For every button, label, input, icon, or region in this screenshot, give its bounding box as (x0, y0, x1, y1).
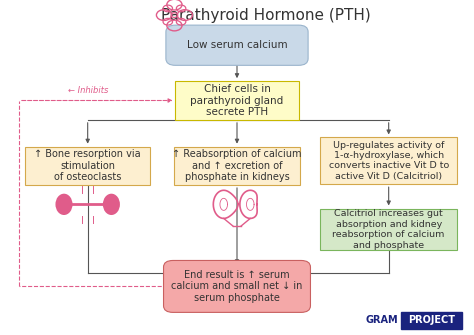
Text: GRAM: GRAM (365, 315, 398, 325)
Text: Chief cells in
parathyroid gland
secrete PTH: Chief cells in parathyroid gland secrete… (191, 84, 283, 117)
Ellipse shape (55, 194, 73, 215)
Text: Calcitriol increases gut
absorption and kidney
reabsorption of calcium
and phosp: Calcitriol increases gut absorption and … (332, 209, 445, 250)
FancyBboxPatch shape (166, 25, 308, 65)
Text: ↑ Bone resorption via
stimulation
of osteoclasts: ↑ Bone resorption via stimulation of ost… (35, 149, 141, 183)
FancyBboxPatch shape (401, 312, 462, 329)
FancyBboxPatch shape (164, 261, 310, 312)
Text: Up-regulates activity of
1-α-hydroxylase, which
converts inactive Vit D to
activ: Up-regulates activity of 1-α-hydroxylase… (328, 141, 449, 181)
FancyBboxPatch shape (174, 147, 300, 185)
FancyBboxPatch shape (320, 208, 457, 251)
Text: End result is ↑ serum
calcium and small net ↓ in
serum phosphate: End result is ↑ serum calcium and small … (171, 270, 303, 303)
Text: ← Inhibits: ← Inhibits (67, 86, 108, 95)
FancyBboxPatch shape (25, 147, 151, 185)
FancyBboxPatch shape (320, 137, 457, 184)
Ellipse shape (103, 194, 120, 215)
Text: Low serum calcium: Low serum calcium (187, 40, 287, 50)
Text: ↑ Reabsorption of calcium
and ↑ excretion of
phosphate in kidneys: ↑ Reabsorption of calcium and ↑ excretio… (172, 149, 302, 183)
FancyBboxPatch shape (175, 81, 299, 120)
Text: PROJECT: PROJECT (408, 315, 455, 325)
Text: Parathyroid Hormone (PTH): Parathyroid Hormone (PTH) (161, 8, 370, 22)
